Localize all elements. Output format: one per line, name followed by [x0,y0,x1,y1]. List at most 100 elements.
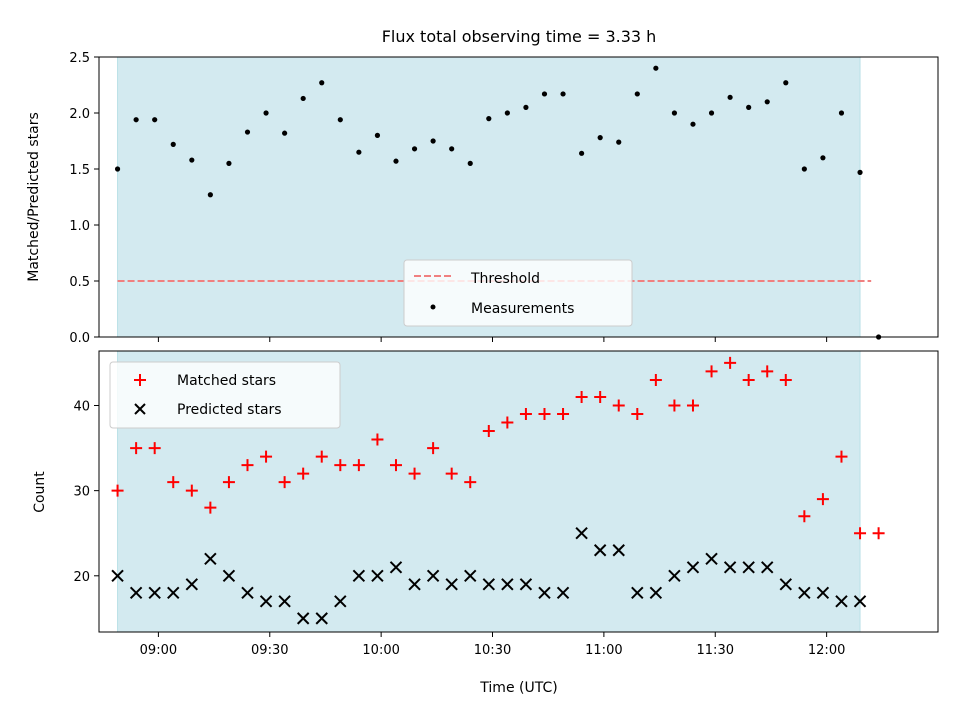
measurement-point [801,166,807,172]
measurement-point [337,117,343,123]
matched-point [334,459,347,472]
x-tick-label: 10:30 [474,643,511,658]
y-tick-label: 1.0 [69,219,90,234]
predicted-point [649,586,663,600]
predicted-point [593,544,607,557]
predicted-point [464,569,477,583]
count-axes-frame [98,350,939,633]
predicted-point [426,569,440,583]
ratio-panel: 0.0 0.5 1.0 1.5 2.0 2.5 Matched/Predicted sta… [26,51,939,346]
predicted-point [296,612,310,625]
matched-point [315,450,328,463]
measurement-point [430,138,436,144]
predicted-point [835,595,848,608]
measurement-point [133,117,139,123]
y-tick-label: 1.5 [69,163,90,178]
measurement-point [820,155,826,161]
x-tick-label: 09:30 [251,643,288,658]
predicted-point [742,561,755,574]
matched-point [594,390,607,403]
predicted-point [204,552,217,565]
ratio-legend: Threshold Measurements [403,259,633,327]
ratio-x-ticks [157,337,828,342]
measurement-point [319,80,325,86]
legend-matched-swatch [134,374,146,386]
ratio-axes-frame [98,56,939,338]
matched-point [668,399,681,412]
measurement-point [486,116,492,122]
matched-point [167,476,180,489]
predicted-point [482,578,496,591]
x-tick-label: 12:00 [808,643,845,658]
predicted-point [519,578,533,591]
measurement-point [671,110,678,116]
matched-point [686,399,699,412]
predicted-point [389,561,403,574]
measurement-point [152,117,158,123]
y-tick-label: 2.5 [69,51,90,66]
predicted-point [779,578,792,591]
matched-point [389,459,402,472]
count-y-ticks: 20 30 40 [73,399,99,585]
predicted-point [631,586,644,600]
matched-point [445,467,458,480]
predicted-point [538,586,551,600]
predicted-point [241,586,254,600]
matched-points [111,356,885,540]
predicted-point [723,561,737,574]
y-tick-label: 30 [73,485,90,500]
x-tick-label: 09:00 [140,643,177,658]
measurement-point [560,91,566,97]
predicted-point [167,586,180,600]
matched-point [352,459,365,472]
matched-point [798,510,811,523]
measurement-point [207,192,213,198]
count-legend-box [109,361,341,429]
measurement-point [708,110,715,116]
predicted-point [445,578,458,591]
matched-point [408,467,421,480]
matched-point [742,373,755,386]
measurement-point [189,157,195,163]
matched-point [631,408,644,421]
measurement-point [616,139,622,145]
matched-point [705,365,718,378]
matched-point [204,501,217,514]
chart-title: Flux total observing time = 3.33 h [382,27,657,46]
measurement-point [114,166,121,172]
count-x-ticks: 09:00 09:30 10:00 10:30 11:00 11:30 12:00 [140,632,845,658]
matched-point [519,408,532,421]
measurement-point [263,110,269,116]
legend-predicted-label: Predicted stars [177,402,282,418]
matched-point [835,450,848,463]
predicted-point [816,586,830,600]
measurement-point [226,160,232,166]
y-tick-label: 20 [73,570,90,585]
measurement-point [541,91,548,97]
predicted-point [556,586,570,600]
matched-point [185,484,198,497]
predicted-point [334,595,347,608]
measurement-point [467,160,473,166]
measurement-point [783,80,789,86]
x-tick-label: 11:30 [697,643,734,658]
x-tick-label: 10:00 [362,643,399,658]
legend-threshold-label: Threshold [470,271,540,287]
matched-point [260,450,273,463]
measurement-point [597,135,603,141]
predicted-point [798,586,811,600]
y-tick-label: 0.0 [69,331,90,346]
predicted-point [575,527,588,540]
matched-point [482,425,495,438]
measurement-point [374,132,381,138]
measurement-point [411,146,418,152]
measurement-point [690,121,696,127]
matched-point [278,476,291,489]
matched-point [557,408,570,421]
predicted-points [111,527,867,625]
predicted-point [148,586,161,600]
predicted-point [371,569,384,583]
measurement-point [727,94,733,100]
predicted-point [686,561,700,574]
